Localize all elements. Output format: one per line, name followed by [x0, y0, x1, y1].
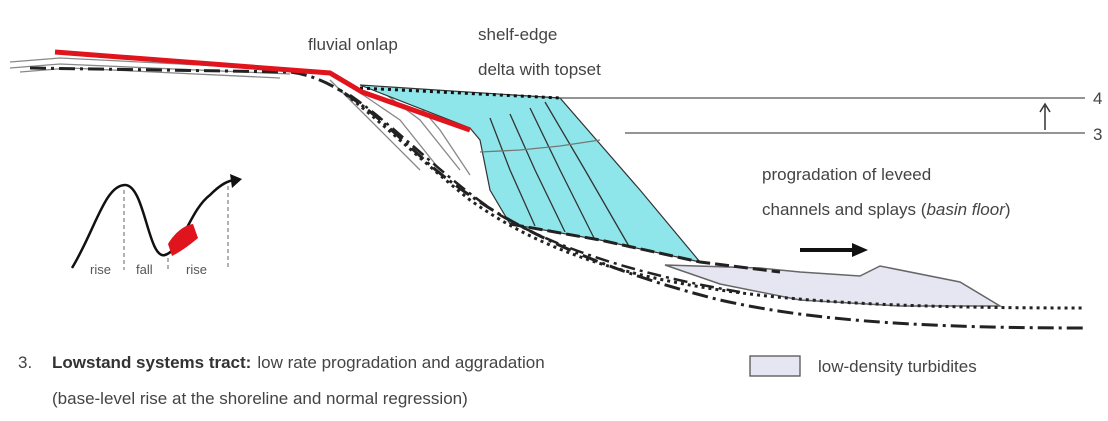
topset [359, 86, 561, 100]
delta-base [509, 222, 781, 274]
surface [349, 93, 741, 294]
caption: Lowstand systems tract: low rate prograda… [52, 353, 545, 372]
level-label: 4 [1093, 89, 1102, 108]
caption-line: (base-level rise at the shoreline and no… [52, 389, 468, 408]
highlight [168, 224, 198, 256]
label: channels and splays (basin floor) [762, 200, 1011, 219]
label: shelf-edge [478, 25, 557, 44]
label-part: ) [1005, 200, 1011, 219]
arrow-head [852, 243, 868, 257]
strata [9, 57, 471, 176]
label: fluvial onlap [308, 35, 398, 54]
caption-text: low rate progradation and aggradation [257, 353, 544, 372]
curve-label: rise [90, 262, 111, 277]
rise-arrow [1039, 102, 1051, 130]
surface [339, 88, 1086, 310]
curve-ticks [123, 186, 229, 270]
base-level-curve [70, 178, 237, 269]
curve-label: rise [186, 262, 207, 277]
arrow-head [230, 174, 242, 188]
legend-swatch [749, 355, 801, 377]
label: progradation of leveed [762, 165, 931, 184]
fluvial-onlap-line [54, 49, 471, 133]
caption-number: 3. [18, 353, 32, 372]
level-label: 3 [1093, 125, 1102, 144]
sequence-boundary [29, 66, 1086, 330]
caption-title: Lowstand systems tract: [52, 353, 251, 372]
clinoforms [479, 101, 631, 249]
turbidites [664, 264, 1003, 307]
label-part: channels and splays ( [762, 200, 927, 219]
curve-label: fall [136, 262, 153, 277]
label: delta with topset [478, 60, 601, 79]
legend-label: low-density turbidites [818, 357, 977, 376]
label-part: basin floor [926, 200, 1006, 219]
